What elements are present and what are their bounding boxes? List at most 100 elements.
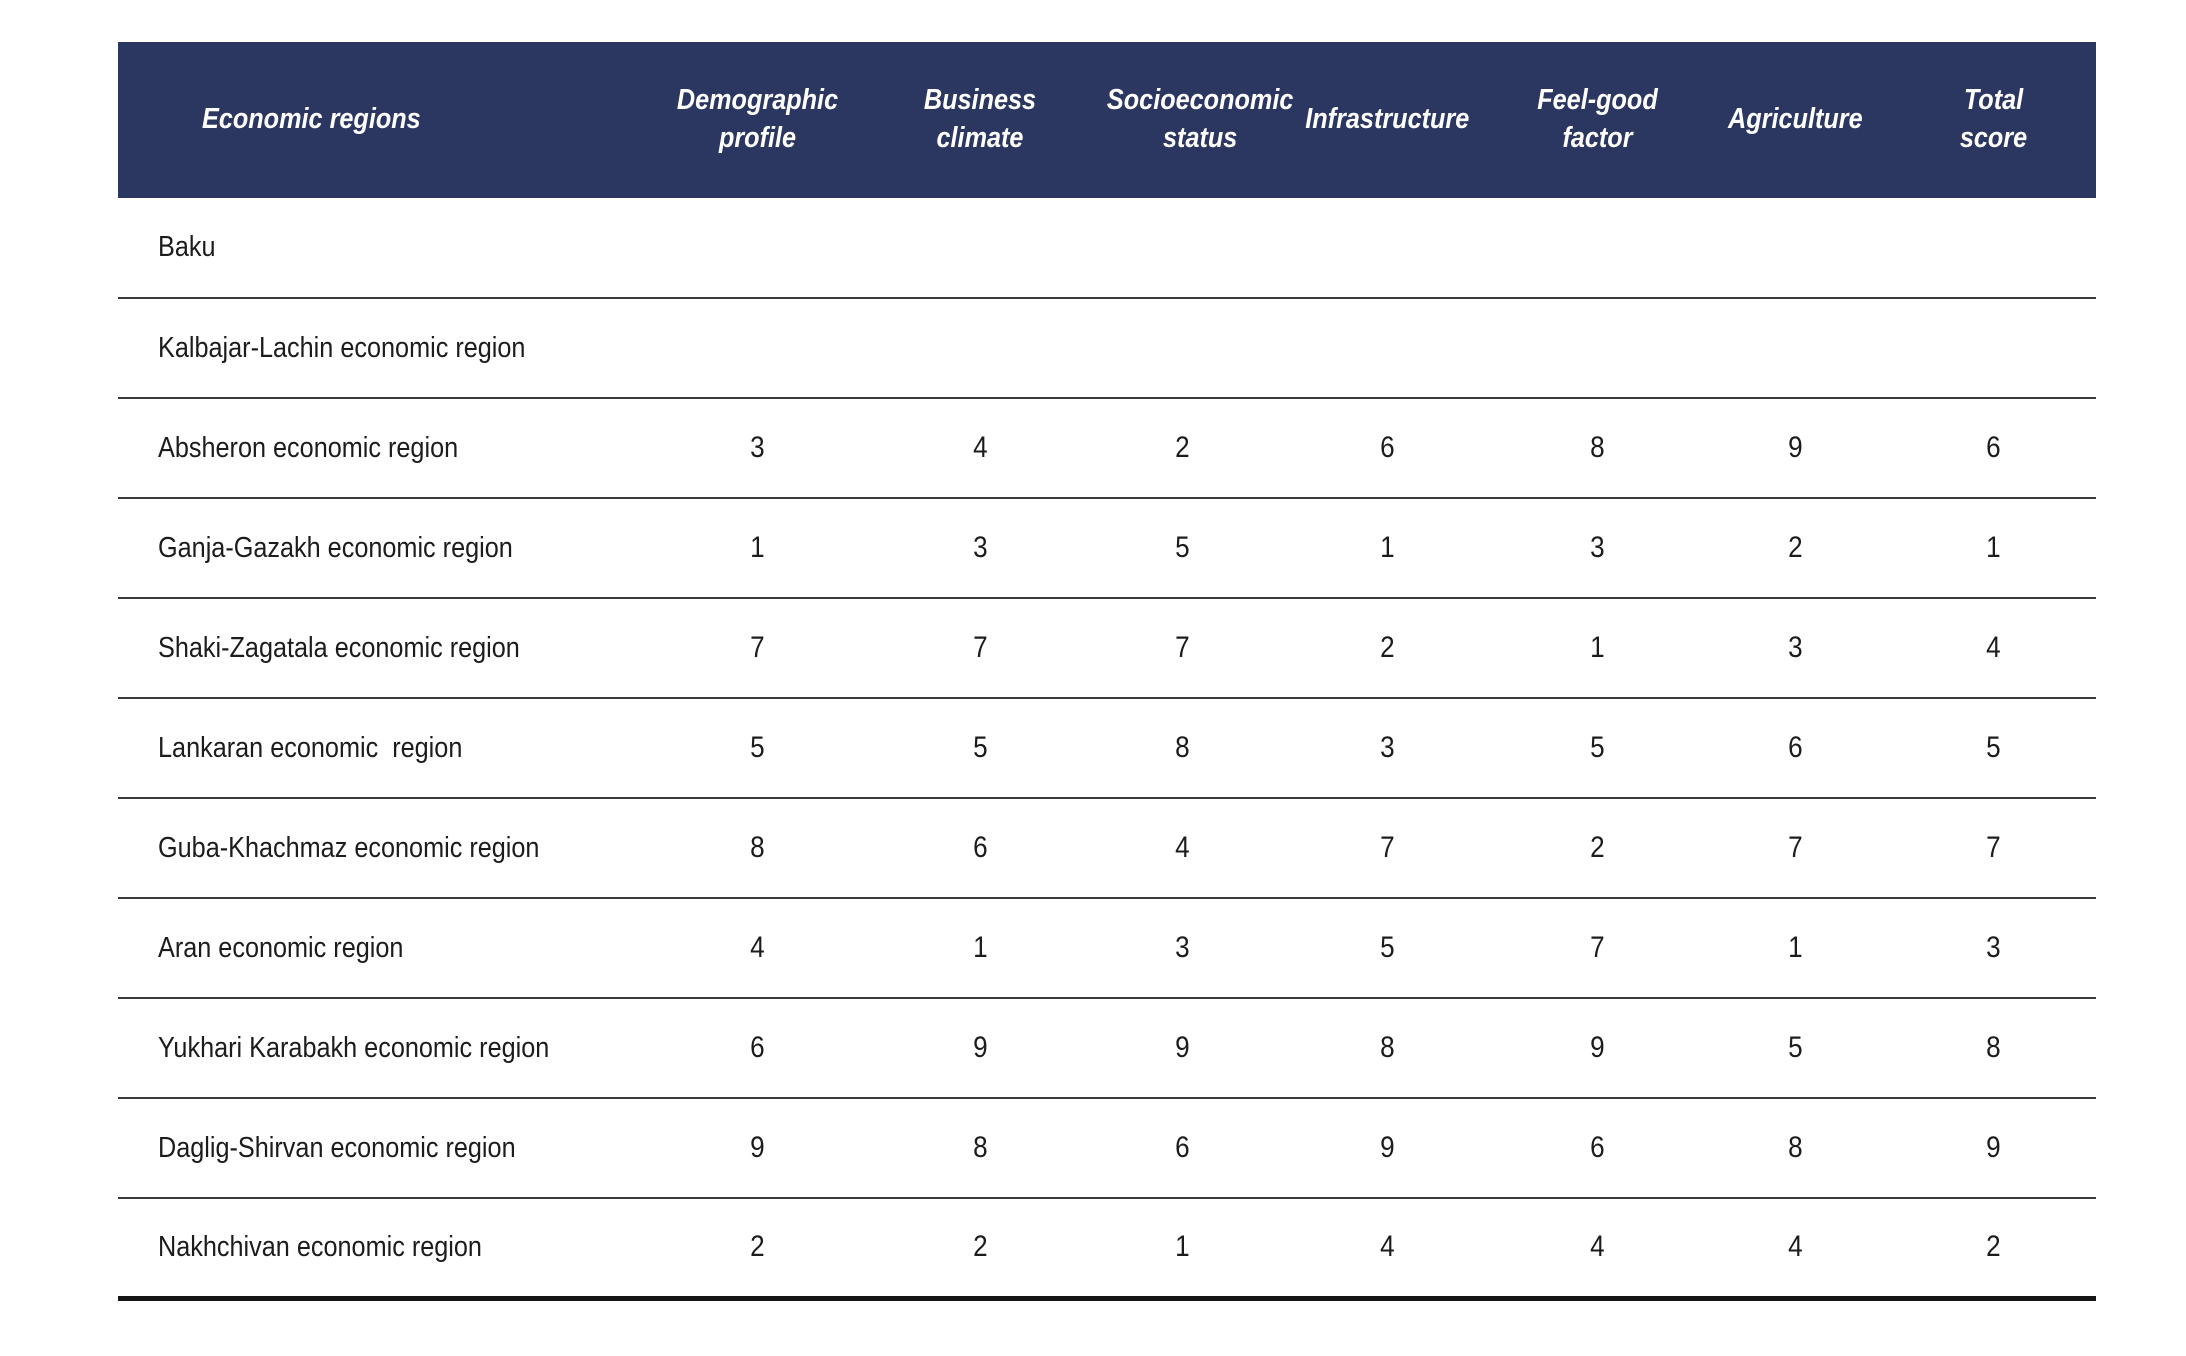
score-cell: 7: [1380, 831, 1395, 864]
region-cell: Baku: [118, 198, 640, 298]
score-cell: 2: [972, 1230, 988, 1264]
score-cell: 9: [1590, 1031, 1605, 1064]
score-cell: 7: [1175, 631, 1190, 664]
region-cell: Kalbajar-Lachin economic region: [118, 298, 640, 398]
score-cell: 1: [1787, 931, 1803, 964]
score-cell: 2: [1985, 1230, 2001, 1264]
region-label: Aran economic region: [158, 931, 404, 964]
table-body: Baku Kalbajar-Lachin economic region: [118, 198, 2096, 1298]
table-row-kalbajar-lachin: Kalbajar-Lachin economic region: [118, 298, 2096, 398]
column-header-total-score: Total score: [1890, 42, 2096, 198]
table-row-aran: Aran economic region 4 1 3 5 7 1 3: [118, 898, 2096, 998]
score-cell: 6: [1985, 431, 2001, 464]
table-row-yukhari-karabakh: Yukhari Karabakh economic region 6 9 9 8…: [118, 998, 2096, 1098]
score-cell: 6: [1590, 1131, 1605, 1164]
score-cell: 3: [1985, 931, 2001, 964]
score-cell: 9: [1985, 1131, 2001, 1164]
score-cell: 1: [1590, 631, 1605, 664]
region-label: Ganja-Gazakh economic region: [158, 531, 513, 564]
score-cell: [1700, 298, 1890, 398]
score-cell: 6: [750, 1031, 765, 1064]
region-label: Daglig-Shirvan economic region: [158, 1131, 516, 1164]
column-header-socioeconomic-status: Socioeconomic status: [1085, 42, 1293, 198]
score-cell: [1890, 198, 2096, 298]
column-header-label: Socioeconomic status: [1106, 84, 1294, 154]
score-cell: 2: [1380, 631, 1395, 664]
score-cell: 3: [1380, 731, 1395, 764]
regions-table: Economic regions Demographic profile Bus…: [118, 42, 2096, 1301]
score-cell: 1: [972, 931, 988, 964]
table-row-ganja-gazakh: Ganja-Gazakh economic region 1 3 5 1 3 2…: [118, 498, 2096, 598]
table-row-baku: Baku: [118, 198, 2096, 298]
region-cell: Lankaran economic region: [118, 698, 640, 798]
score-cell: 6: [1175, 1131, 1190, 1164]
score-cell: 4: [1175, 831, 1190, 864]
score-cell: 3: [972, 531, 988, 564]
score-cell: [1495, 298, 1700, 398]
region-cell: Absheron economic region: [118, 398, 640, 498]
score-cell: [875, 298, 1085, 398]
score-cell: 8: [972, 1131, 988, 1164]
region-cell: Aran economic region: [118, 898, 640, 998]
score-cell: 8: [1590, 431, 1605, 464]
score-cell: [1280, 198, 1495, 298]
score-cell: 8: [1175, 731, 1190, 764]
region-cell: Shaki-Zagatala economic region: [118, 598, 640, 698]
score-cell: [640, 298, 875, 398]
score-cell: 9: [1787, 431, 1803, 464]
table-header: Economic regions Demographic profile Bus…: [118, 42, 2096, 198]
score-cell: 3: [1175, 931, 1190, 964]
column-header-label: Feel-good factor: [1537, 84, 1658, 154]
score-cell: 7: [1787, 831, 1803, 864]
score-cell: 5: [1590, 731, 1605, 764]
score-cell: 9: [972, 1031, 988, 1064]
score-cell: 6: [1380, 431, 1395, 464]
score-cell: [875, 198, 1085, 298]
score-cell: 9: [1175, 1031, 1190, 1064]
table-row-absheron: Absheron economic region 3 4 2 6 8 9 6: [118, 398, 2096, 498]
score-cell: 8: [1380, 1031, 1395, 1064]
score-cell: 1: [1380, 531, 1395, 564]
region-cell: Nakhchivan economic region: [118, 1198, 640, 1298]
table-row-nakhchivan: Nakhchivan economic region 2 2 1 4 4 4 2: [118, 1198, 2096, 1298]
region-cell: Yukhari Karabakh economic region: [118, 998, 640, 1098]
score-cell: [1280, 298, 1495, 398]
score-cell: 7: [1590, 931, 1605, 964]
score-cell: 2: [750, 1230, 765, 1264]
score-cell: 2: [1175, 431, 1190, 464]
score-cell: 8: [1985, 1031, 2001, 1064]
table-row-daglig-shirvan: Daglig-Shirvan economic region 9 8 6 9 6…: [118, 1098, 2096, 1198]
column-header-label: Infrastructure: [1305, 103, 1470, 136]
score-cell: 5: [972, 731, 988, 764]
score-cell: 4: [1787, 1230, 1803, 1264]
score-cell: 3: [750, 431, 765, 464]
column-header-economic-regions: Economic regions: [118, 42, 640, 198]
score-cell: [1700, 198, 1890, 298]
column-header-label: Agriculture: [1727, 103, 1863, 136]
column-header-label: Demographic profile: [676, 84, 839, 154]
score-cell: 1: [750, 531, 765, 564]
table-row-lankaran: Lankaran economic region 5 5 8 3 5 6 5: [118, 698, 2096, 798]
score-cell: 5: [1175, 531, 1190, 564]
score-cell: [1890, 298, 2096, 398]
score-cell: 5: [1985, 731, 2001, 764]
region-label: Absheron economic region: [158, 431, 459, 464]
score-cell: 2: [1787, 531, 1803, 564]
region-label: Kalbajar-Lachin economic region: [158, 331, 526, 364]
score-cell: [640, 198, 875, 298]
column-header-feel-good-factor: Feel-good factor: [1495, 42, 1700, 198]
regions-ranking-table-container: Economic regions Demographic profile Bus…: [118, 42, 2096, 1301]
score-cell: 1: [1175, 1230, 1190, 1264]
column-header-business-climate: Business climate: [875, 42, 1085, 198]
table-row-guba-khachmaz: Guba-Khachmaz economic region 8 6 4 7 2 …: [118, 798, 2096, 898]
column-header-label: Economic regions: [202, 103, 421, 136]
score-cell: 4: [1985, 631, 2001, 664]
score-cell: 9: [750, 1131, 765, 1164]
score-cell: 1: [1985, 531, 2001, 564]
score-cell: [1085, 198, 1280, 298]
region-cell: Daglig-Shirvan economic region: [118, 1098, 640, 1198]
column-header-demographic-profile: Demographic profile: [640, 42, 875, 198]
score-cell: 2: [1590, 831, 1605, 864]
score-cell: 7: [1985, 831, 2001, 864]
